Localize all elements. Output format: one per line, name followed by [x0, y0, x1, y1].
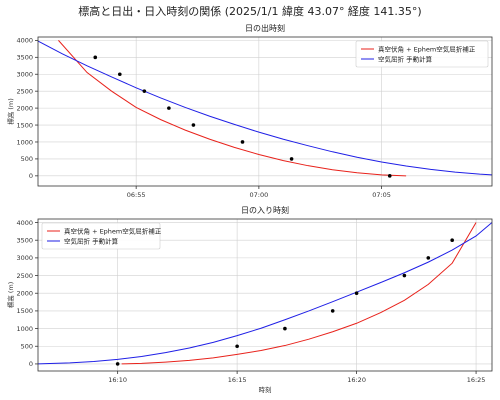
data-point [354, 291, 359, 296]
y-tick-label: 3000 [16, 254, 33, 262]
data-point [330, 309, 335, 313]
data-point [240, 140, 245, 144]
x-tick-label: 07:05 [372, 191, 391, 199]
data-point [115, 362, 120, 366]
y-tick-label: 0 [29, 360, 33, 368]
data-point [142, 89, 147, 93]
y-tick-label: 1500 [16, 121, 33, 129]
y-tick-label: 2000 [16, 104, 33, 112]
sunrise-chart: 日の出時刻 0 500 1000 1500 2000 2500 3000 3500 4000 06:… [6, 23, 493, 199]
legend-label: 真空伏角 + Ephem空気屈折補正 [64, 226, 162, 235]
y-tick-label: 4000 [16, 37, 33, 45]
y-tick-label: 2500 [16, 272, 33, 280]
y-tick-label: 1000 [16, 138, 33, 146]
plot-frame [37, 36, 493, 187]
legend-box [41, 222, 161, 250]
sunset-chart: 日の入り時刻 0 500 1000 1500 2000 2500 3000 3500 4000 16… [6, 205, 493, 394]
data-point [283, 326, 287, 331]
y-tick-label: 3500 [16, 54, 33, 62]
x-tick-label: 16:25 [467, 376, 486, 384]
figure-title: 標高と日出・日入時刻の関係 (2025/1/1 緯度 43.07° 経度 141… [78, 4, 421, 18]
x-tick-label: 06:55 [127, 191, 146, 199]
data-point [289, 157, 294, 161]
data-point [118, 72, 122, 77]
y-tick-label: 2000 [16, 290, 33, 298]
data-point [387, 174, 392, 178]
data-point [93, 55, 98, 60]
subplot-title: 日の出時刻 [245, 23, 285, 33]
legend-label: 空気屈折 手動計算 [378, 54, 433, 63]
red-series-line [121, 222, 477, 365]
legend-box [355, 40, 489, 68]
data-point [167, 106, 171, 110]
data-point [191, 123, 196, 127]
x-tick-label: 16:20 [347, 376, 366, 384]
y-tick-label: 3500 [16, 237, 33, 245]
data-point [450, 238, 454, 243]
x-tick-label: 07:00 [249, 191, 268, 199]
red-series-line [58, 40, 407, 177]
y-tick-label: 500 [21, 155, 33, 163]
blue-series-line [38, 222, 492, 365]
y-axis-label: 標高 (m) [6, 98, 15, 124]
x-tick-label: 16:15 [228, 376, 247, 384]
y-tick-label: 0 [29, 172, 33, 180]
y-tick-label: 3000 [16, 71, 33, 79]
y-tick-label: 500 [21, 343, 33, 351]
x-axis-label: 時刻 [259, 385, 272, 394]
y-tick-label: 1000 [16, 325, 33, 333]
data-point [402, 273, 407, 278]
y-tick-label: 2500 [16, 87, 33, 95]
blue-series-line [38, 40, 492, 176]
y-tick-label: 4000 [16, 219, 33, 227]
legend-label: 真空伏角 + Ephem空気屈折補正 [378, 44, 476, 53]
plot-frame [37, 218, 493, 372]
data-point [235, 344, 239, 349]
y-tick-label: 1500 [16, 307, 33, 315]
data-point [426, 256, 431, 260]
y-axis-label: 標高 (m) [6, 282, 15, 308]
x-tick-label: 16:10 [108, 376, 127, 384]
subplot-title: 日の入り時刻 [241, 205, 289, 215]
legend-label: 空気屈折 手動計算 [64, 236, 119, 245]
